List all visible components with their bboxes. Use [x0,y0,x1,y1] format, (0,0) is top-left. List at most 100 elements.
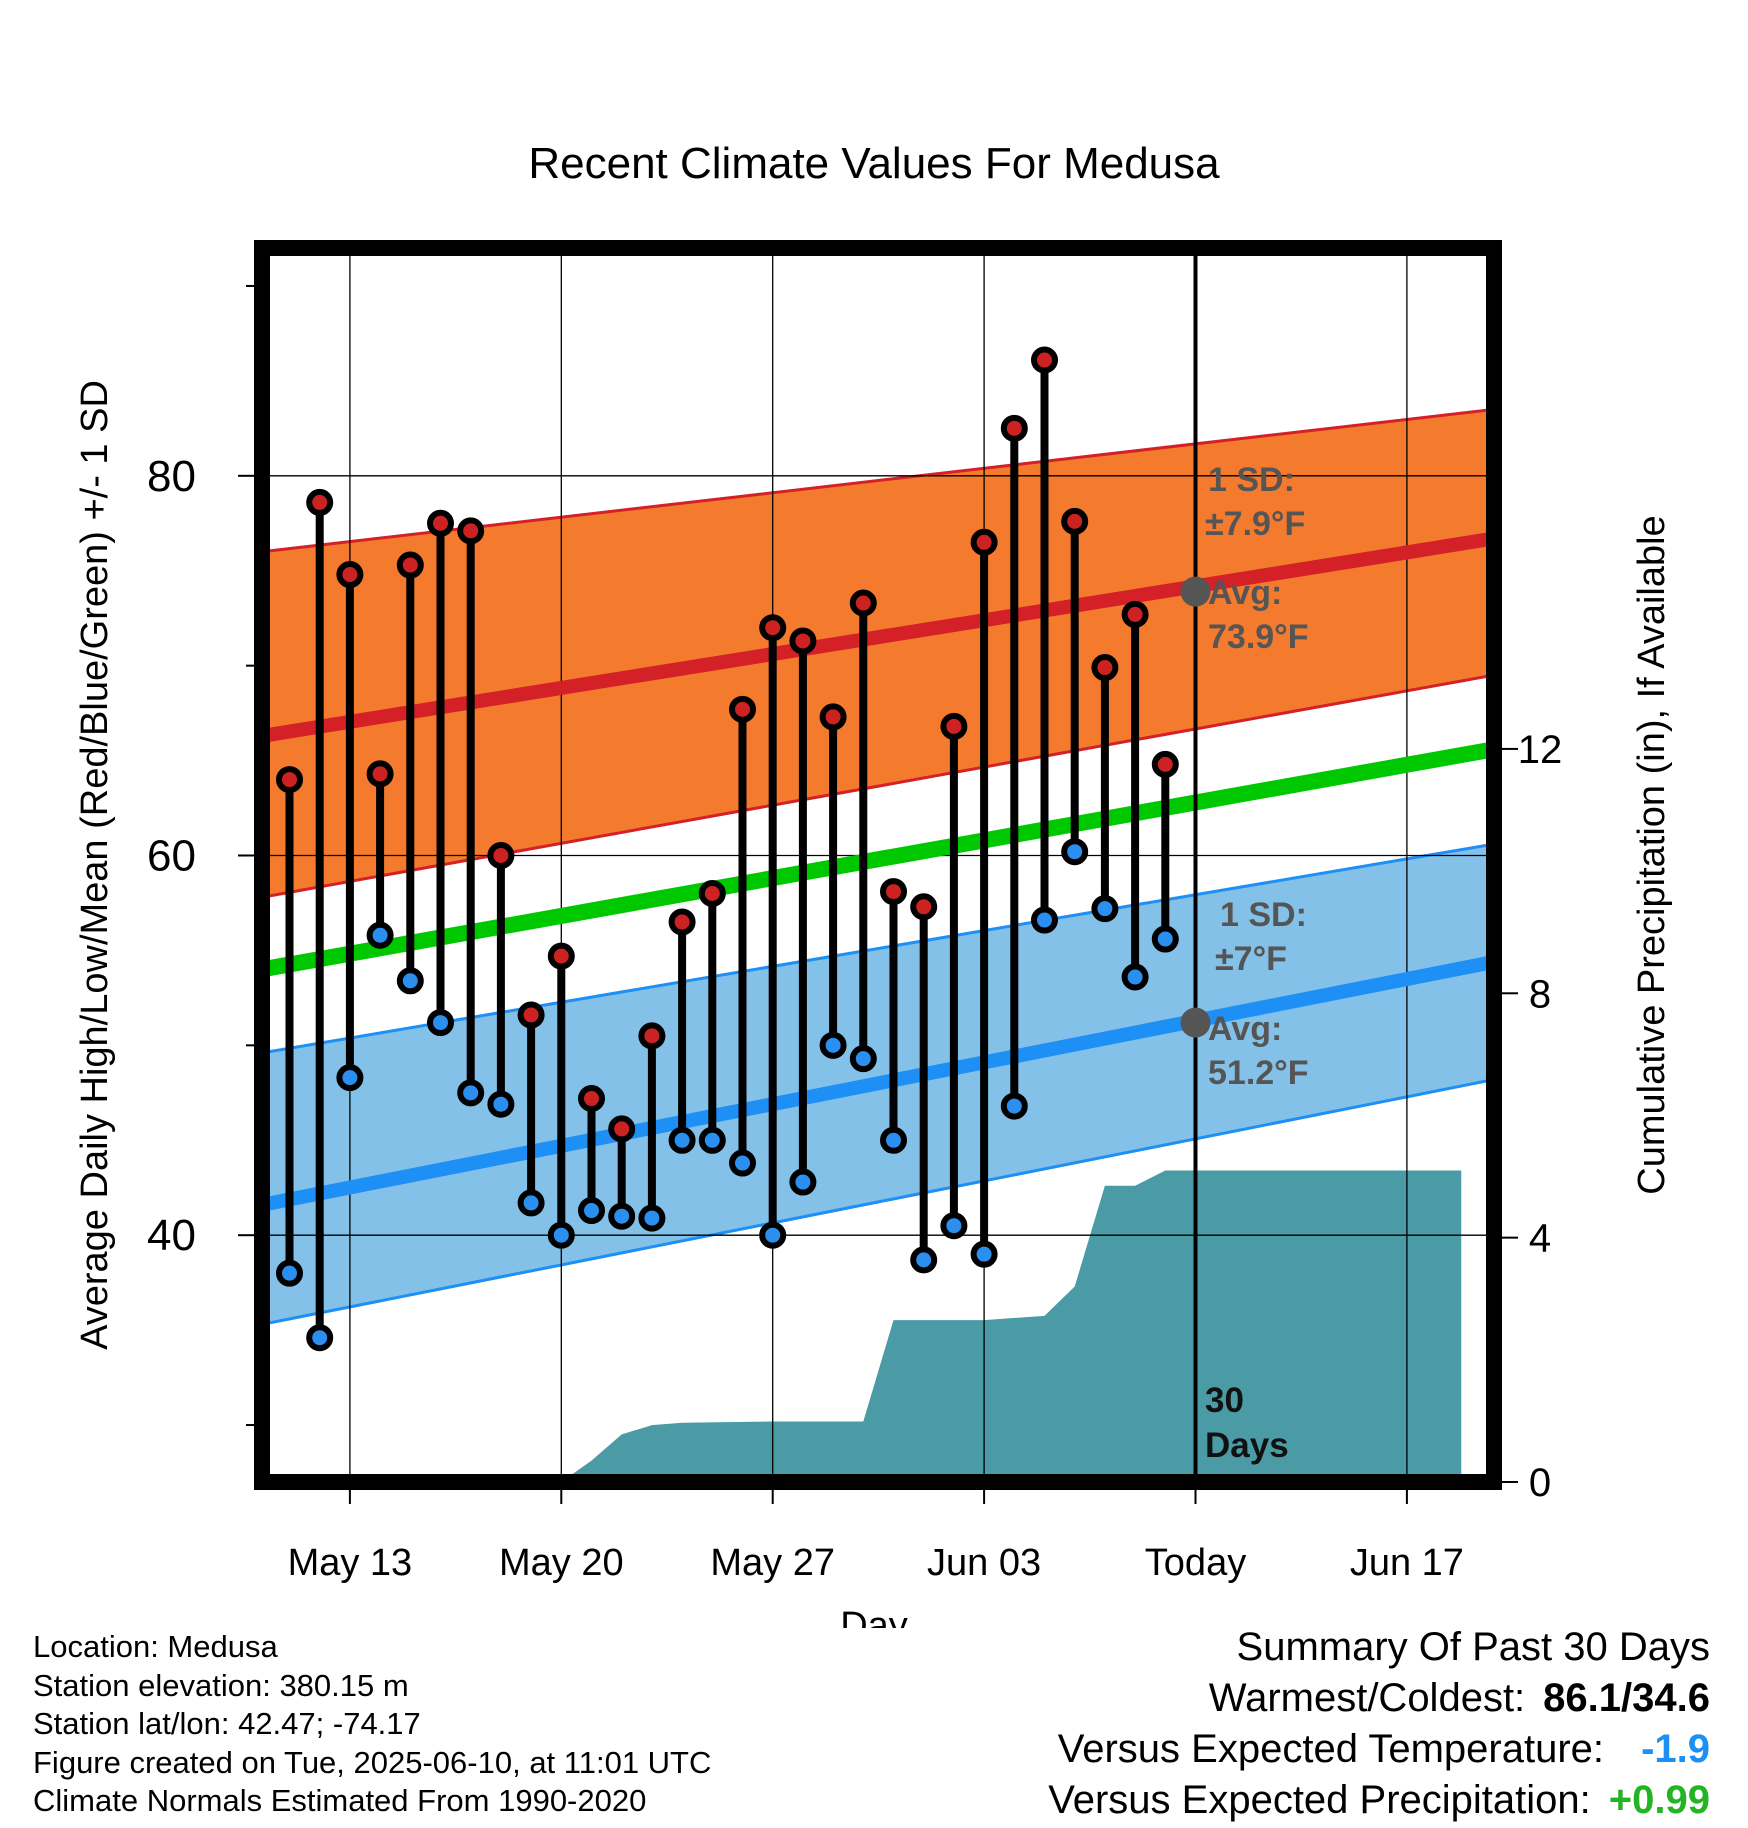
high-avg-label: Avg: [1208,574,1282,612]
high-point [578,1085,605,1113]
low-point [698,1126,726,1154]
x-tick-label: Today [1145,1542,1246,1584]
high-point [608,1115,636,1143]
low-point [336,1064,364,1092]
low-point [547,1221,575,1249]
precip-value: +0.99 [1608,1778,1710,1822]
y-left-tick-label: 40 [147,1211,196,1260]
high-point [306,488,334,516]
info-location: Location: Medusa [33,1629,278,1664]
high-point [396,551,424,579]
high-point [1000,414,1028,442]
high-point [427,509,454,537]
low-point [1091,895,1119,923]
low-point [1061,838,1089,866]
low-point [366,921,394,949]
high-point [1151,750,1179,778]
high-point [729,695,756,723]
info-normals: Climate Normals Estimated From 1990-2020 [33,1783,647,1818]
high-point [759,614,787,642]
info-latlon: Station lat/lon: 42.47; -74.17 [33,1706,421,1741]
low-point [396,967,424,995]
today-high-avg-marker [1180,576,1211,607]
y-right-tick-label: 4 [1529,1217,1551,1261]
low-point [880,1126,907,1154]
low-point [1151,925,1179,953]
low-point [517,1189,545,1217]
daily-observations [276,346,1179,1352]
low-point [1121,963,1149,991]
info-created: Figure created on Tue, 2025-06-10, at 11… [33,1744,712,1780]
high-point [940,712,968,740]
temp-value: -1.9 [1641,1727,1710,1771]
low-sd-label: 1 SD: [1220,896,1307,934]
low-point [668,1126,696,1154]
axes: May 13 May 20 May 27 Jun 03 Today Jun 17Day40… [74,284,1673,1628]
high-point [970,528,998,556]
high-sd-value: ±7.9°F [1205,505,1305,543]
precip-label: Versus Expected Precipitation: [1048,1778,1591,1822]
high-point [1091,654,1119,682]
x-tick-label: May 27 [710,1542,835,1584]
low-point [1031,906,1058,934]
summary-temp-row: Versus Expected Temperature: -1.9 [1048,1724,1710,1775]
x-tick-label: Jun 03 [927,1542,1041,1584]
low-point [759,1221,787,1249]
y-left-tick-label: 80 [147,452,196,501]
high-point [517,1001,545,1029]
high-point [1031,346,1058,374]
low-point [729,1149,756,1177]
low-point [940,1212,968,1240]
low-point [819,1031,847,1059]
today-days-count: 30 [1205,1381,1244,1420]
plot-border [254,240,1502,1490]
low-point [276,1259,303,1287]
high-point [1121,600,1149,628]
low-point [789,1168,817,1196]
today-low-avg-marker [1180,1007,1211,1038]
low-avg-value: 51.2°F [1208,1054,1309,1092]
y-right-axis-label: Cumulative Precipitation (in), If Availa… [1631,515,1673,1194]
normal-annotations: 1 SD: ±7.9°F Avg: 73.9°F 1 SD: ±7°F Avg: 51.2°F… [1180,461,1309,1465]
precip-fill [561,1170,1462,1482]
x-tick-label: May 13 [288,1542,413,1584]
warmest-value: 86.1/34.6 [1543,1676,1710,1720]
low-point [457,1079,485,1107]
x-axis-label: Day [840,1605,908,1628]
low-avg-label: Avg: [1208,1010,1282,1048]
summary-precip-row: Versus Expected Precipitation: +0.99 [1048,1775,1710,1826]
high-point [457,517,485,545]
low-point [306,1324,334,1352]
high-point [276,766,303,794]
high-point [487,842,515,870]
high-point [880,878,907,906]
info-elevation: Station elevation: 380.15 m [33,1667,409,1703]
today-days-label: Days [1205,1426,1289,1465]
y-right-tick-label: 0 [1529,1461,1551,1505]
station-info: Location: Medusa Station elevation: 380.… [33,1628,711,1821]
low-sd-band-lower-edge [262,1078,1494,1326]
low-point [638,1204,666,1232]
x-tick-label: May 20 [499,1542,624,1584]
high-sd-band [262,409,1494,898]
warmest-label: Warmest/Coldest: [1208,1676,1526,1720]
y-left-axis-label: Average Daily High/Low/Mean (Red/Blue/Gr… [74,380,116,1350]
summary-warmest-row: Warmest/Coldest: 86.1/34.6 [1048,1673,1710,1724]
y-right-tick-label: 8 [1529,972,1551,1016]
low-point [910,1246,938,1274]
high-point [819,703,847,731]
low-point [427,1009,454,1037]
high-point [1061,507,1089,535]
high-point [849,589,877,617]
low-point [970,1240,998,1268]
plot-frame [254,240,1502,1490]
summary-panel: Summary Of Past 30 Days Warmest/Coldest:… [1048,1622,1710,1826]
high-point [668,908,696,936]
high-point [547,942,575,970]
high-point [336,561,364,589]
climate-chart: Recent Climate Values For Medusa 1 SD: ±7… [74,139,1673,1628]
high-avg-value: 73.9°F [1208,618,1309,656]
temp-label: Versus Expected Temperature: [1057,1727,1604,1771]
x-tick-label: Jun 17 [1350,1542,1464,1584]
low-point [608,1202,636,1230]
